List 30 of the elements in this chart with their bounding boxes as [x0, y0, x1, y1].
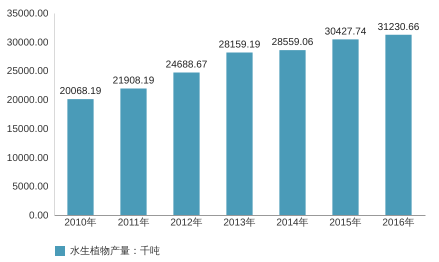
- legend-label: 水生植物产量：千吨: [70, 245, 160, 257]
- x-tick-label: 2014年: [276, 216, 309, 228]
- data-label: 28159.19: [218, 39, 261, 50]
- y-tick-label: 0.00: [29, 210, 49, 222]
- y-tick-label: 30000.00: [6, 37, 49, 48]
- x-tick-label: 2015年: [329, 216, 362, 228]
- bar: [279, 50, 306, 215]
- y-tick-label: 25000.00: [6, 66, 49, 78]
- y-tick-label: 20000.00: [6, 95, 49, 106]
- bar: [332, 39, 359, 215]
- x-tick-label: 2011年: [118, 216, 150, 228]
- y-tick-label: 10000.00: [6, 152, 49, 164]
- data-label: 28559.06: [272, 37, 314, 48]
- x-tick-label: 2016年: [382, 216, 415, 228]
- data-label: 20068.19: [60, 86, 102, 98]
- y-tick-label: 15000.00: [6, 124, 49, 135]
- y-tick-label: 5000.00: [12, 182, 49, 193]
- bar: [120, 88, 147, 215]
- x-tick-label: 2010年: [64, 216, 97, 228]
- x-tick-label: 2013年: [223, 216, 256, 228]
- bar: [385, 34, 412, 215]
- y-tick-label: 35000.00: [6, 8, 49, 20]
- data-label: 21908.19: [112, 76, 155, 87]
- bar: [226, 52, 253, 215]
- data-label: 30427.74: [324, 26, 367, 38]
- x-tick-label: 2012年: [170, 216, 203, 228]
- data-label: 31230.66: [378, 22, 420, 33]
- data-label: 24688.67: [166, 60, 208, 71]
- bar: [173, 72, 200, 215]
- bar: [67, 99, 94, 215]
